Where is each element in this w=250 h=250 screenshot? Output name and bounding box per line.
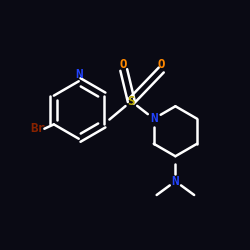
Text: N: N [172, 175, 179, 188]
Text: N: N [150, 112, 158, 125]
Text: N: N [75, 68, 82, 82]
Text: S: S [128, 95, 135, 108]
Text: O: O [158, 58, 165, 71]
Text: Br: Br [30, 122, 46, 135]
Text: O: O [120, 58, 128, 71]
